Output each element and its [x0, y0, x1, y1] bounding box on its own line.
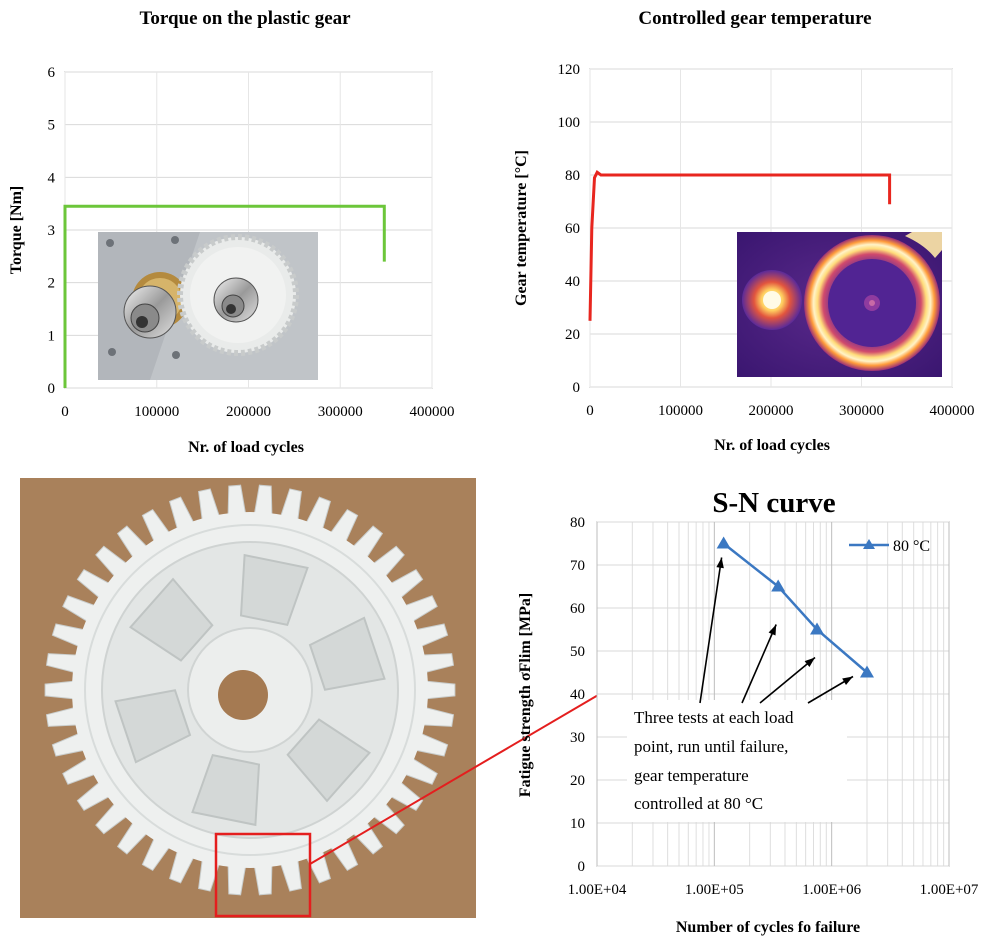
torque-x-tick-label: 100000	[134, 404, 179, 420]
sn-x-tick-label: 1.00E+07	[920, 882, 979, 898]
torque-series-line	[63, 204, 386, 388]
torque-x-tick-label: 0	[61, 404, 69, 420]
sn-legend: 80 °C	[849, 538, 930, 555]
gear-pockets	[114, 553, 386, 827]
sn-x-tick-label: 1.00E+05	[685, 882, 744, 898]
annotation-text: Three tests at each load point, run unti…	[634, 708, 794, 813]
annotation-arrow-line	[759, 656, 816, 704]
annotation-box	[627, 700, 847, 822]
torque-chart-title: Torque on the plastic gear	[139, 8, 351, 29]
torque-y-tick-label: 0	[48, 381, 56, 397]
torque-y-axis-label: Torque [Nm]	[8, 186, 25, 274]
temperature-x-tick-label: 400000	[930, 403, 975, 419]
sn-chart-title: S-N curve	[712, 487, 835, 519]
torque-x-ticks: 0 100000 200000 300000 400000	[61, 404, 454, 420]
temperature-x-tick-label: 0	[586, 403, 594, 419]
temperature-x-tick-label: 200000	[749, 403, 794, 419]
temperature-y-tick-label: 40	[565, 274, 580, 290]
temperature-y-axis-label: Gear temperature [°C]	[513, 150, 530, 306]
sn-y-tick-label: 40	[570, 687, 585, 703]
sn-x-ticks: 1.00E+04 1.00E+05 1.00E+06 1.00E+07	[568, 882, 979, 898]
temperature-y-tick-label: 120	[558, 62, 581, 78]
sn-series-markers	[716, 536, 874, 678]
annotation-arrows	[699, 557, 854, 704]
gear-photo	[20, 478, 476, 918]
temperature-y-tick-label: 100	[558, 115, 581, 131]
annotation-arrowhead	[842, 676, 853, 685]
annotation-arrowhead	[716, 557, 724, 569]
torque-y-tick-label: 2	[48, 276, 56, 292]
temperature-x-ticks: 0 100000 200000 300000 400000	[586, 403, 974, 419]
temperature-y-ticks: 0 20 40 60 80 100 120	[558, 62, 581, 396]
sn-legend-label: 80 °C	[893, 538, 930, 555]
gear-rim	[84, 524, 416, 856]
sn-data-point	[810, 622, 825, 635]
temperature-x-tick-label: 300000	[839, 403, 884, 419]
sn-y-tick-label: 60	[570, 601, 585, 617]
torque-y-tick-label: 5	[48, 118, 56, 134]
gear-bore	[218, 670, 268, 720]
sn-y-tick-label: 10	[570, 816, 585, 832]
sn-x-axis-label: Number of cycles fo failure	[676, 919, 860, 936]
torque-chart: Torque on the plastic gear 0 1 2 3 4 5 6 0 1000…	[8, 8, 455, 456]
torque-y-tick-label: 4	[48, 170, 56, 186]
gear-pocket	[128, 577, 214, 662]
sn-series-line	[722, 542, 868, 674]
torque-x-tick-label: 200000	[226, 404, 271, 420]
torque-x-tick-label: 300000	[318, 404, 363, 420]
annotation-line-2: point, run until failure,	[634, 737, 788, 756]
thermal-image	[737, 232, 942, 377]
sn-y-tick-label: 30	[570, 730, 585, 746]
sn-y-tick-label: 0	[578, 859, 586, 875]
annotation-line-3: gear temperature	[634, 766, 749, 785]
sn-y-ticks: 0 10 20 30 40 50 60 70 80	[570, 515, 585, 875]
sn-y-tick-label: 80	[570, 515, 585, 531]
torque-x-axis-label: Nr. of load cycles	[188, 439, 304, 456]
sn-y-tick-label: 20	[570, 773, 585, 789]
sn-legend-marker	[863, 539, 875, 549]
sn-x-tick-label: 1.00E+04	[568, 882, 627, 898]
gear-pocket	[239, 553, 309, 627]
temperature-x-tick-label: 100000	[658, 403, 703, 419]
test-rig-photo	[98, 232, 318, 380]
annotation-arrowhead	[804, 657, 816, 667]
annotation-arrowhead	[768, 624, 777, 636]
annotation-line-1: Three tests at each load	[634, 708, 794, 727]
temperature-y-tick-label: 20	[565, 327, 580, 343]
gear-pocket	[286, 718, 372, 803]
sn-data-point	[771, 579, 786, 592]
sn-x-tick-label: 1.00E+06	[802, 882, 861, 898]
annotation-arrow-line	[699, 557, 723, 704]
sn-y-tick-label: 70	[570, 558, 585, 574]
torque-y-tick-label: 1	[48, 328, 56, 344]
temperature-chart-title: Controlled gear temperature	[638, 8, 871, 29]
temperature-y-tick-label: 80	[565, 168, 580, 184]
gear-pocket	[191, 753, 261, 827]
torque-y-tick-label: 6	[48, 65, 56, 81]
gear-pocket	[114, 689, 192, 764]
temperature-y-tick-label: 0	[573, 380, 581, 396]
sn-y-axis-label: Fatigue strength σFlim [MPa]	[517, 593, 534, 797]
temperature-chart: Controlled gear temperature 0 20 40 60 80 100…	[513, 8, 975, 454]
temperature-series-line	[588, 170, 892, 321]
torque-y-ticks: 0 1 2 3 4 5 6	[48, 65, 56, 397]
sn-y-tick-label: 50	[570, 644, 585, 660]
torque-x-tick-label: 400000	[410, 404, 455, 420]
annotation-arrow-line	[741, 624, 777, 704]
sn-data-point	[716, 536, 731, 549]
annotation-line-4: controlled at 80 °C	[634, 794, 763, 813]
temperature-y-tick-label: 60	[565, 221, 580, 237]
gear-pocket	[308, 616, 386, 691]
torque-y-tick-label: 3	[48, 223, 56, 239]
failure-highlight-box	[214, 832, 312, 918]
sn-data-point	[859, 665, 874, 678]
temperature-x-axis-label: Nr. of load cycles	[714, 437, 830, 454]
